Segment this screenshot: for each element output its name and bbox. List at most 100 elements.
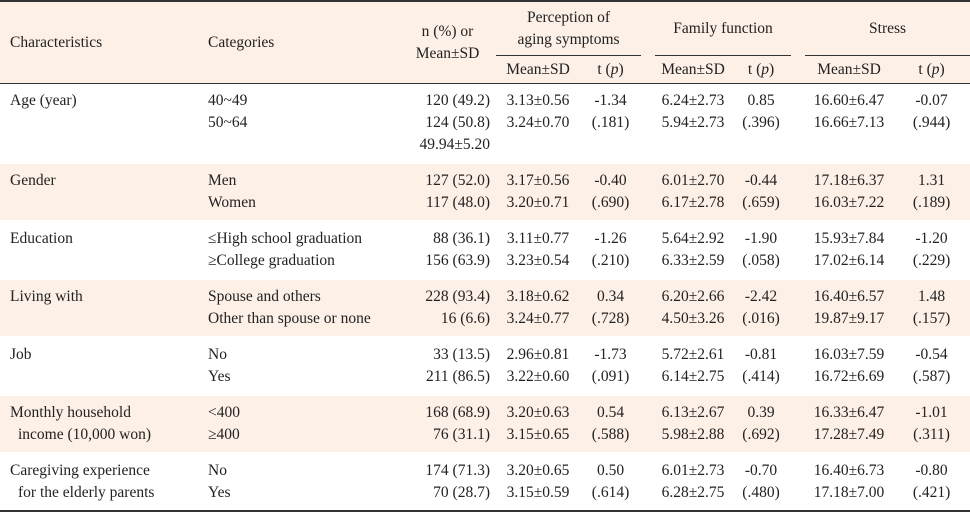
family-t: -2.42 xyxy=(744,288,778,305)
stress-mean: 17.18±6.37 xyxy=(813,172,885,189)
characteristic: Education xyxy=(10,230,73,247)
perception-mean: 3.17±0.56 xyxy=(506,172,570,189)
perception-mean: 3.22±0.60 xyxy=(506,368,570,385)
n-value-cell: 33 (13.5) 211 (86.5) xyxy=(405,336,490,395)
family-mean: 6.13±2.67 xyxy=(661,404,725,421)
stress-t: (.587) xyxy=(912,368,951,385)
category-cell: <400 ≥400 xyxy=(200,394,405,453)
perception-t: -1.73 xyxy=(594,346,627,363)
perception-t: (.690) xyxy=(591,194,630,211)
perception-t: (.614) xyxy=(591,484,630,501)
n-value: 174 (71.3) xyxy=(425,462,490,479)
perception-t-cell: -1.73 (.091) xyxy=(580,336,642,395)
n-value: 88 (36.1) xyxy=(433,230,490,247)
perception-t-cell: 0.54 (.588) xyxy=(580,394,642,453)
perception-mean: 3.18±0.62 xyxy=(506,288,570,305)
stress-mean: 16.03±7.59 xyxy=(813,346,885,363)
perception-mean-cell: 3.13±0.56 3.24±0.70 xyxy=(496,84,580,164)
stress-mean-cell: 16.33±6.47 17.28±7.49 xyxy=(805,394,894,453)
header-family-t: t (p) xyxy=(731,55,792,84)
table-header: Characteristics Categories n (%) or Mean… xyxy=(0,1,970,84)
family-t: (.058) xyxy=(742,252,780,269)
perception-t xyxy=(580,134,641,156)
n-value: 168 (68.9) xyxy=(425,404,490,421)
n-value: 156 (63.9) xyxy=(425,252,490,269)
stress-mean: 15.93±7.84 xyxy=(813,230,885,247)
header-stress-mean: Mean±SD xyxy=(805,55,894,84)
header-stress-t: t (p) xyxy=(893,55,970,84)
category: Women xyxy=(208,194,256,211)
header-perception: Perception of aging symptoms xyxy=(496,1,642,56)
perception-t-cell: -0.40 (.690) xyxy=(580,162,642,221)
characteristic: Monthly household xyxy=(10,404,131,421)
stress-t-cell: -0.54 (.587) xyxy=(893,336,970,395)
category: 50~64 xyxy=(208,114,248,131)
header-categories: Categories xyxy=(200,1,405,84)
family-t: (.016) xyxy=(742,310,780,327)
family-mean: 6.28±2.75 xyxy=(661,484,725,501)
n-value: 117 (48.0) xyxy=(426,194,490,211)
perception-mean: 3.20±0.65 xyxy=(506,462,570,479)
stress-t: (.157) xyxy=(912,310,951,327)
perception-t-cell: 0.34 (.728) xyxy=(580,278,642,337)
category: <400 xyxy=(208,404,240,421)
n-value: 33 (13.5) xyxy=(433,346,490,363)
family-mean: 6.20±2.66 xyxy=(661,288,725,305)
characteristic-cell: Age (year) xyxy=(0,84,200,164)
n-value-cell: 127 (52.0) 117 (48.0) xyxy=(405,162,490,221)
perception-t-cell: -1.26 (.210) xyxy=(580,220,642,279)
stress-mean: 16.33±6.47 xyxy=(813,404,885,421)
characteristic-cell: Caregiving experience for the elderly par… xyxy=(0,452,200,512)
perception-mean: 3.15±0.65 xyxy=(506,426,570,443)
perception-mean: 3.24±0.70 xyxy=(506,114,570,131)
perception-t: 0.54 xyxy=(596,404,625,421)
family-mean xyxy=(655,134,731,156)
stress-t: -0.80 xyxy=(915,462,948,479)
perception-mean-cell: 3.18±0.62 3.24±0.77 xyxy=(496,278,580,337)
perception-mean: 3.23±0.54 xyxy=(506,252,570,269)
perception-mean: 3.24±0.77 xyxy=(506,310,570,327)
characteristic-cell: Living with xyxy=(0,278,200,337)
stress-mean-cell: 17.18±6.37 16.03±7.22 xyxy=(805,162,894,221)
n-value-cell: 120 (49.2) 124 (50.8) 49.94±5.20 xyxy=(405,84,490,164)
family-t-cell: 0.85 (.396) xyxy=(731,84,791,164)
perception-mean xyxy=(496,134,580,156)
header-characteristics: Characteristics xyxy=(0,1,200,84)
n-value: 127 (52.0) xyxy=(425,172,490,189)
category: Men xyxy=(208,172,237,189)
family-mean: 5.72±2.61 xyxy=(661,346,725,363)
category: No xyxy=(208,346,227,363)
stress-mean: 17.28±7.49 xyxy=(813,426,885,443)
family-mean: 5.64±2.92 xyxy=(661,230,725,247)
perception-t: (.181) xyxy=(591,114,630,131)
family-mean-cell: 6.01±2.70 6.17±2.78 xyxy=(655,162,732,221)
table-row: Gender Men Women 127 (52.0) 117 (48.0) 3.17±0… xyxy=(0,162,970,221)
stress-t: (.944) xyxy=(912,114,951,131)
category: Spouse and others xyxy=(208,288,321,305)
family-t-cell: -1.90 (.058) xyxy=(731,220,792,279)
n-value: 70 (28.7) xyxy=(433,484,490,501)
stress-t: -1.20 xyxy=(915,230,948,247)
characteristic-cell: Gender xyxy=(0,162,200,221)
family-t: (.480) xyxy=(742,484,780,501)
perception-t: -0.40 xyxy=(594,172,627,189)
header-family-function: Family function xyxy=(655,1,792,56)
family-t: (.414) xyxy=(742,368,780,385)
category: ≥College graduation xyxy=(208,252,335,269)
stress-t-cell: -1.01 (.311) xyxy=(893,394,970,453)
header-perception-line1: Perception of xyxy=(526,8,611,26)
table-row: Job No Yes 33 (13.5) 211 (86.5) 2.96±0.81 3.22… xyxy=(0,336,970,395)
family-t: (.396) xyxy=(742,114,780,131)
perception-t: (.091) xyxy=(591,368,630,385)
header-family-mean: Mean±SD xyxy=(655,55,732,84)
stress-t: -0.07 xyxy=(915,92,948,109)
perception-t: (.588) xyxy=(591,426,630,443)
stress-t: -0.54 xyxy=(915,346,948,363)
perception-mean-cell: 3.11±0.77 3.23±0.54 xyxy=(496,220,580,279)
n-value: 124 (50.8) xyxy=(425,114,490,131)
category: Other than spouse or none xyxy=(208,310,371,327)
family-mean-cell: 6.13±2.67 5.98±2.88 xyxy=(655,394,732,453)
family-mean-cell: 6.20±2.66 4.50±3.26 xyxy=(655,278,732,337)
stress-t-cell: 1.48 (.157) xyxy=(893,278,970,337)
family-t: 0.39 xyxy=(747,404,775,421)
